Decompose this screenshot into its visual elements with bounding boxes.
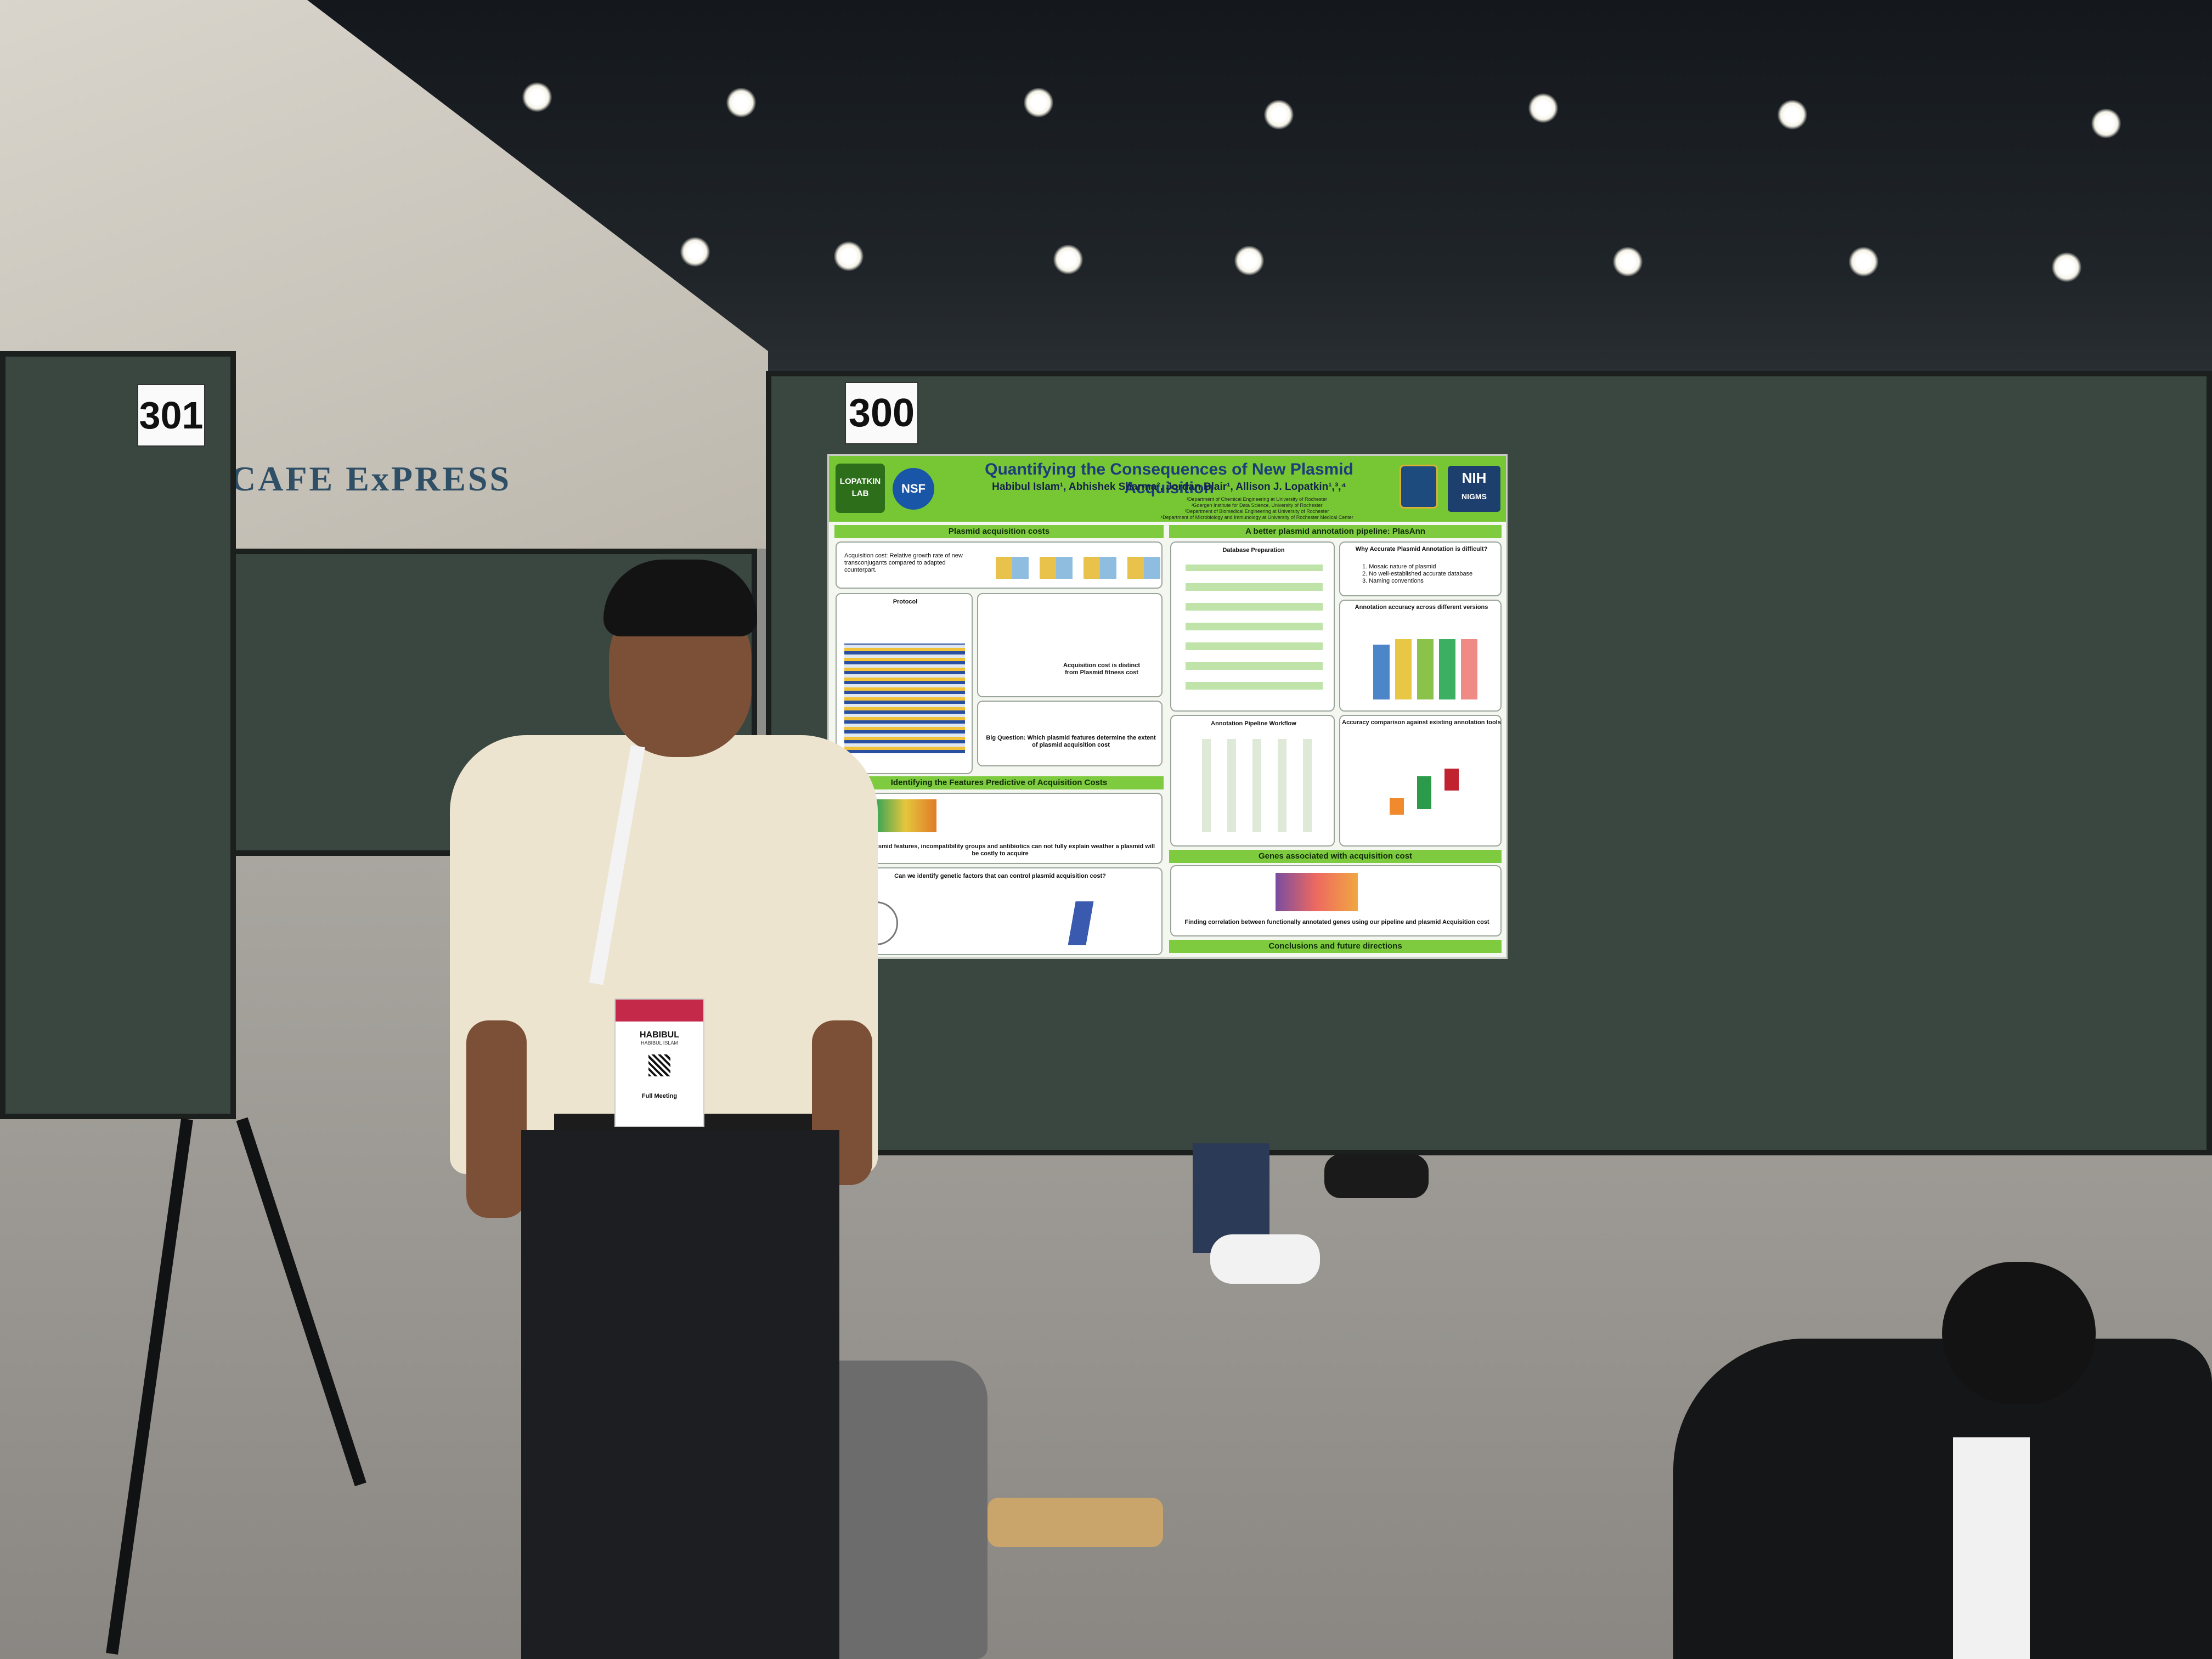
panel-genetic-factors: Can we identify genetic factors that can… [836,867,1163,955]
background-shoes [1324,1154,1429,1198]
panel-accuracy-versions: Annotation accuracy across different ver… [1339,600,1502,712]
crouching-person-head [1942,1262,2096,1404]
section-header-features: Identifying the Features Predictive of A… [834,776,1164,789]
ceiling-light [1053,245,1083,274]
university-seal-icon [1400,465,1438,509]
genetic-factors-text: Can we identify genetic factors that can… [894,873,1106,879]
ceiling-light [1024,88,1053,117]
section-header-plasann: A better plasmid annotation pipeline: Pl… [1169,525,1502,538]
section-header-genes: Genes associated with acquisition cost [1169,850,1502,863]
why-item: 1. Mosaic nature of plasmid [1362,563,1436,570]
panel-fitness-vs-acquisition: Acquisition cost is distinct from Plasmi… [977,593,1163,697]
crouching-person-jacket [1673,1339,2212,1659]
ceiling-light [1778,100,1807,129]
ceiling-light [1613,247,1643,276]
affiliation: ³Department of Biomedical Engineering at… [1184,509,1329,514]
accuracy-tools-heading: Accuracy comparison against existing ann… [1342,719,1501,726]
acquisition-cost-text: Acquisition cost: Relative growth rate o… [844,552,963,573]
affiliation: ²Goergen Institute for Data Science, Uni… [1191,503,1323,508]
accuracy-bar [1417,639,1434,699]
poster-affiliations: ¹Department of Chemical Engineering at U… [1136,496,1378,521]
affiliation: ¹Department of Chemical Engineering at U… [1186,496,1328,502]
growth-curves-grid [844,644,965,753]
workflow-diagram [1186,739,1323,832]
accuracy-bar [1439,639,1455,699]
accuracy-bar [1395,639,1412,699]
ceiling-light [1849,247,1878,276]
poster-title: Quantifying the Consequences of New Plas… [985,460,1353,497]
poster-tube [988,1498,1163,1547]
ceiling-light [2091,109,2121,138]
qr-code-icon [648,1054,670,1076]
board-301 [0,351,236,1119]
presenter-trousers [521,1130,839,1659]
accuracy-bar [1461,639,1477,699]
crouching-person-shirt [1953,1437,2030,1659]
board-number-300: 300 [845,382,918,444]
panel-acquisition-cost: Acquisition cost: Relative growth rate o… [836,541,1163,589]
workflow-heading: Annotation Pipeline Workflow [1211,720,1296,727]
nsf-logo: NSF [893,468,934,510]
badge-footer: Full Meeting [641,1093,678,1099]
ceiling-light [522,82,552,112]
accuracy-versions-heading: Annotation accuracy across different ver… [1355,604,1488,611]
panel-protocol: Protocol [836,593,973,774]
badge-first-name: HABIBUL [640,1030,679,1040]
lab-logo: LOPATKIN LAB [836,464,885,513]
poster-header [829,456,1506,522]
panel-general-features: General plasmid features, incompatibilit… [836,793,1163,864]
panel-why-difficult: Why Accurate Plasmid Annotation is diffi… [1339,541,1502,596]
database-flowchart [1186,565,1323,702]
name-badge: HABIBUL HABIBUL ISLAM Full Meeting [614,998,704,1127]
boxplot-box [1417,776,1431,809]
gene-bar-chart [1276,873,1358,911]
ceiling-light [834,241,864,271]
panel-big-question: Big Question: Which plasmid features det… [977,701,1163,766]
protocol-heading: Protocol [893,599,918,605]
why-item: 3. Naming conventions [1362,578,1424,584]
db-prep-heading: Database Preparation [1222,547,1285,554]
ceiling-light [726,88,756,117]
nigms-label: NIGMS [1462,492,1487,501]
nih-logo: NIH NIGMS [1448,466,1500,512]
ceiling-light [680,237,710,267]
badge-full-name: HABIBUL ISLAM [641,1040,678,1046]
boxplot-box [1390,798,1404,815]
section-header-conclusions: Conclusions and future directions [1169,940,1502,953]
why-difficult-list: 1. Mosaic nature of plasmid 2. No well-e… [1362,563,1499,585]
board-number-301: 301 [137,384,205,447]
sneaker [1210,1234,1320,1284]
gene-ranking-chart [1040,901,1122,945]
panel-database-preparation: Database Preparation [1170,541,1335,712]
boxplot-box [1444,769,1459,791]
why-item: 2. No well-established accurate database [1362,571,1473,577]
poster-authors: Habibul Islam¹, Abhishek Sharma², Jordan… [992,481,1346,493]
ceiling-light [1264,100,1294,129]
ceiling-light [1234,246,1264,275]
big-question-text: Big Question: Which plasmid features det… [986,735,1156,748]
acquisition-diagram [996,557,1160,579]
panel-accuracy-tools: Accuracy comparison against existing ann… [1339,715,1502,847]
affiliation: ⁴Department of Microbiology and Immunolo… [1160,515,1353,520]
cafe-sign: CAFE ExPRESS [230,459,512,498]
badge-banner [616,1000,703,1022]
research-poster: LOPATKIN LAB NSF Quantifying the Consequ… [827,454,1508,959]
panel-annotation-workflow: Annotation Pipeline Workflow [1170,715,1335,847]
section-header-acquisition-costs: Plasmid acquisition costs [834,525,1164,538]
why-difficult-heading: Why Accurate Plasmid Annotation is diffi… [1355,546,1488,552]
panel-genes: Finding correlation between functionally… [1170,865,1502,936]
presenter-left-arm [466,1020,527,1218]
nih-label: NIH [1462,470,1487,486]
accuracy-bar [1373,645,1390,699]
ceiling-light [2052,252,2081,282]
finding-text: Finding correlation between functionally… [1184,919,1489,926]
general-features-text: General plasmid features, incompatibilit… [845,843,1155,857]
ceiling-light [1528,93,1558,123]
presenter-hair [603,560,757,636]
distinct-cost-text: Acquisition cost is distinct from Plasmi… [1063,662,1140,676]
